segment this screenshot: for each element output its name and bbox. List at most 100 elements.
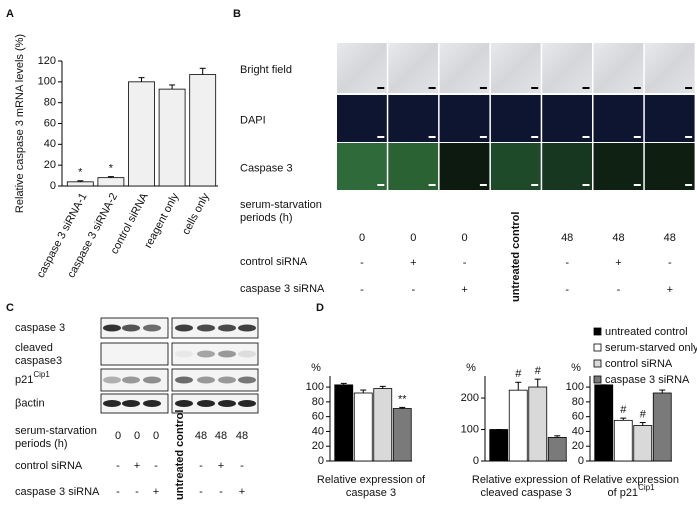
condition-label: caspase 3 siRNA — [15, 486, 100, 498]
condition-value: - — [116, 460, 120, 472]
condition-value: - — [199, 460, 203, 472]
scale-bar — [582, 87, 590, 89]
blot-band — [122, 400, 140, 407]
blot-band — [122, 376, 140, 384]
bar — [373, 388, 393, 462]
legend-swatch — [593, 343, 602, 352]
blot-band — [197, 324, 215, 332]
x-axis-label-sup: Cip1 — [638, 483, 655, 492]
scale-bar — [531, 87, 539, 89]
blot-label-sup: Cip1 — [33, 370, 50, 379]
y-tick-label: 80 — [44, 97, 56, 109]
y-tick-label: 60 — [572, 411, 584, 423]
blot-band — [175, 376, 193, 384]
scale-bar — [479, 136, 487, 138]
condition-value: 48 — [612, 232, 624, 244]
x-axis-label-text: of p21 — [607, 487, 638, 499]
condition-value: 48 — [236, 430, 248, 442]
micrograph — [490, 143, 541, 190]
scale-bar — [428, 87, 436, 89]
bar — [489, 429, 509, 462]
blot-label: βactin — [15, 397, 45, 409]
bar — [392, 408, 412, 462]
bar — [66, 181, 94, 187]
y-tick-label: 0 — [50, 180, 56, 192]
blot-band — [238, 400, 256, 407]
scale-bar — [377, 184, 385, 186]
condition-value: - — [565, 257, 569, 269]
condition-label: control siRNA — [15, 460, 83, 472]
column-header: untreated control — [174, 410, 186, 500]
micrograph — [593, 43, 644, 93]
x-tick-label: cells only — [180, 191, 212, 237]
row-label: DAPI — [240, 114, 266, 126]
blot-band — [122, 324, 140, 332]
blot-band — [175, 400, 193, 407]
bar — [334, 384, 354, 462]
condition-value: + — [615, 257, 621, 269]
y-axis-label: % — [571, 362, 581, 374]
condition-value: - — [116, 486, 120, 498]
bar — [528, 386, 548, 462]
condition-value: - — [360, 284, 364, 296]
micrograph — [337, 43, 387, 93]
y-tick-label: 0 — [318, 455, 324, 467]
y-tick-label: 0 — [578, 455, 584, 467]
condition-label: periods (h) — [15, 438, 68, 450]
y-tick-label: 100 — [38, 76, 56, 88]
micrograph — [337, 143, 387, 190]
scale-bar — [582, 184, 590, 186]
scale-bar — [377, 87, 385, 89]
condition-value: + — [153, 486, 159, 498]
condition-value: - — [199, 486, 203, 498]
blot-band — [238, 350, 256, 358]
y-axis-label: Relative caspase 3 mRNA levels (%) — [14, 34, 26, 213]
condition-value: - — [219, 486, 223, 498]
condition-value: + — [239, 486, 245, 498]
blot-band — [103, 324, 121, 332]
blot-label: p21Cip1 — [15, 370, 50, 386]
condition-value: 0 — [153, 430, 159, 442]
micrograph — [388, 43, 439, 93]
blot-label-text: p21 — [15, 374, 33, 386]
scale-bar — [633, 136, 641, 138]
condition-value: + — [667, 284, 673, 296]
scale-bar — [428, 184, 436, 186]
condition-value: + — [410, 257, 416, 269]
blot-label: cleaved — [15, 342, 53, 354]
scale-bar — [685, 184, 693, 186]
panel-label: C — [6, 302, 14, 314]
y-tick-label: 100 — [566, 381, 584, 393]
bar — [189, 74, 217, 187]
blot-box — [100, 368, 169, 392]
x-axis-label: Relative expression of — [317, 474, 426, 486]
scale-bar — [633, 184, 641, 186]
blot-band — [103, 400, 121, 407]
y-tick-label: 40 — [572, 425, 584, 437]
blot-band — [197, 350, 215, 358]
blot-band — [238, 324, 256, 332]
significance-mark: ** — [398, 393, 407, 405]
condition-value: 48 — [195, 430, 207, 442]
significance-mark: # — [535, 365, 542, 377]
blot-box — [171, 342, 259, 366]
y-tick-label: 100 — [306, 381, 324, 393]
condition-value: - — [411, 284, 415, 296]
y-axis-label: % — [466, 362, 476, 374]
blot-band — [143, 376, 161, 384]
micrograph — [439, 95, 490, 142]
y-tick-label: 80 — [312, 396, 324, 408]
blot-band — [143, 324, 161, 332]
bar — [652, 392, 672, 462]
condition-value: + — [218, 460, 224, 472]
bar — [594, 384, 614, 462]
row-label: Bright field — [240, 64, 292, 76]
micrograph — [337, 95, 387, 142]
condition-label: serum-starvation — [240, 199, 322, 211]
scale-bar — [479, 87, 487, 89]
scale-bar — [377, 136, 385, 138]
y-tick-label: 60 — [44, 117, 56, 129]
condition-label: serum-starvation — [15, 425, 97, 437]
y-tick-label: 60 — [312, 411, 324, 423]
